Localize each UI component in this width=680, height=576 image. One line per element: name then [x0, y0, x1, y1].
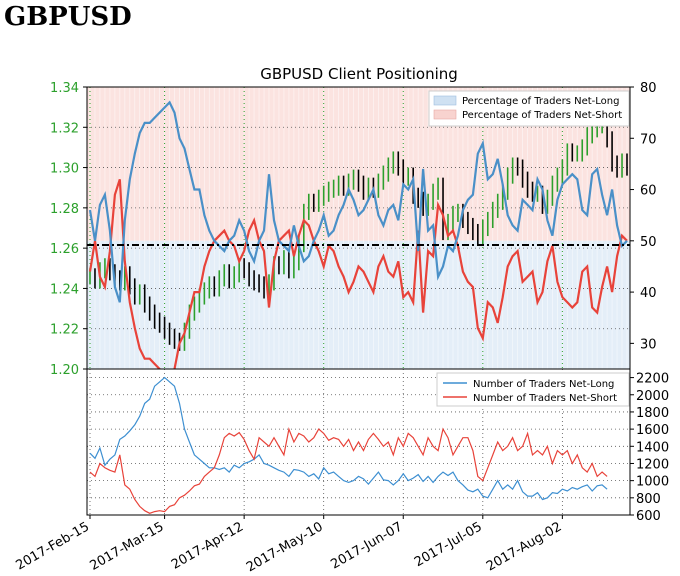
x-tick-label: 2017-Aug-02 — [484, 519, 564, 574]
legend-long-label: Percentage of Traders Net-Long — [462, 96, 620, 107]
x-tick-label: 2017-Feb-15 — [13, 519, 92, 573]
legend-count-short-label: Number of Traders Net-Short — [473, 393, 617, 404]
left-tick-label: 1.30 — [50, 162, 79, 177]
x-tick-label: 2017-Apr-12 — [169, 519, 246, 572]
left-axis-ticks: 1.20 1.22 1.24 1.26 1.28 1.30 1.32 1.34 — [50, 81, 87, 378]
right-axis-ticks: 30 40 50 60 70 80 — [630, 81, 657, 352]
right-tick-label: 60 — [640, 184, 657, 199]
legend-short-label: Percentage of Traders Net-Short — [462, 110, 622, 121]
x-tick-label: 2017-Mar-15 — [87, 519, 166, 573]
count-tick-label: 1000 — [636, 475, 669, 490]
right-tick-label: 70 — [640, 132, 657, 147]
pct-long-line — [88, 100, 628, 303]
count-tick-label: 800 — [636, 492, 661, 507]
left-tick-label: 1.24 — [50, 282, 79, 297]
count-tick-label: 1200 — [636, 457, 669, 472]
top-legend-box — [428, 90, 630, 127]
x-tick-label: 2017-Jun-07 — [328, 519, 405, 572]
bottom-legend: Number of Traders Net-Long Number of Tra… — [436, 372, 630, 407]
count-long-line — [89, 376, 608, 501]
percentage-lines — [88, 100, 628, 382]
left-tick-label: 1.20 — [50, 363, 79, 378]
trader-count-panel: 600 800 1000 1200 1400 1600 1800 2000 2200 2017-… — [13, 368, 669, 575]
right-tick-label: 40 — [640, 286, 657, 301]
left-tick-label: 1.28 — [50, 202, 79, 217]
legend-long-swatch — [433, 95, 457, 106]
bottom-axis-ticks: 600 800 1000 1200 1400 1600 1800 2000 2200 — [630, 372, 669, 524]
left-tick-label: 1.22 — [50, 323, 79, 338]
page-title: GBPUSD — [4, 2, 132, 32]
bottom-panel-frame — [86, 368, 631, 516]
count-lines — [89, 376, 608, 514]
count-short-line — [89, 426, 608, 514]
sentiment-shading — [87, 87, 630, 369]
left-tick-label: 1.26 — [50, 242, 79, 257]
chart-title: GBPUSD Client Positioning — [260, 65, 458, 83]
left-tick-label: 1.34 — [50, 81, 79, 96]
count-tick-label: 1800 — [636, 406, 669, 421]
count-tick-label: 600 — [636, 509, 661, 524]
count-tick-label: 2000 — [636, 389, 669, 404]
count-tick-label: 1600 — [636, 423, 669, 438]
count-tick-label: 1400 — [636, 440, 669, 455]
top-legend: Percentage of Traders Net-Long Percentag… — [428, 90, 630, 127]
pct-short-line — [88, 178, 628, 382]
legend-count-long-label: Number of Traders Net-Long — [473, 379, 614, 390]
right-tick-label: 80 — [640, 81, 657, 96]
x-tick-label: 2017-Jul-05 — [412, 519, 485, 570]
price-bars — [89, 117, 628, 351]
x-tick-label: 2017-May-10 — [244, 519, 326, 575]
legend-short-swatch — [433, 109, 457, 120]
right-tick-label: 30 — [640, 337, 657, 352]
bottom-legend-box — [436, 372, 630, 407]
right-tick-label: 50 — [640, 235, 657, 250]
left-tick-label: 1.32 — [50, 121, 79, 136]
positioning-panel: 1.20 1.22 1.24 1.26 1.28 1.30 1.32 1.34 30 40 50 6… — [50, 81, 657, 382]
count-tick-label: 2200 — [636, 372, 669, 387]
